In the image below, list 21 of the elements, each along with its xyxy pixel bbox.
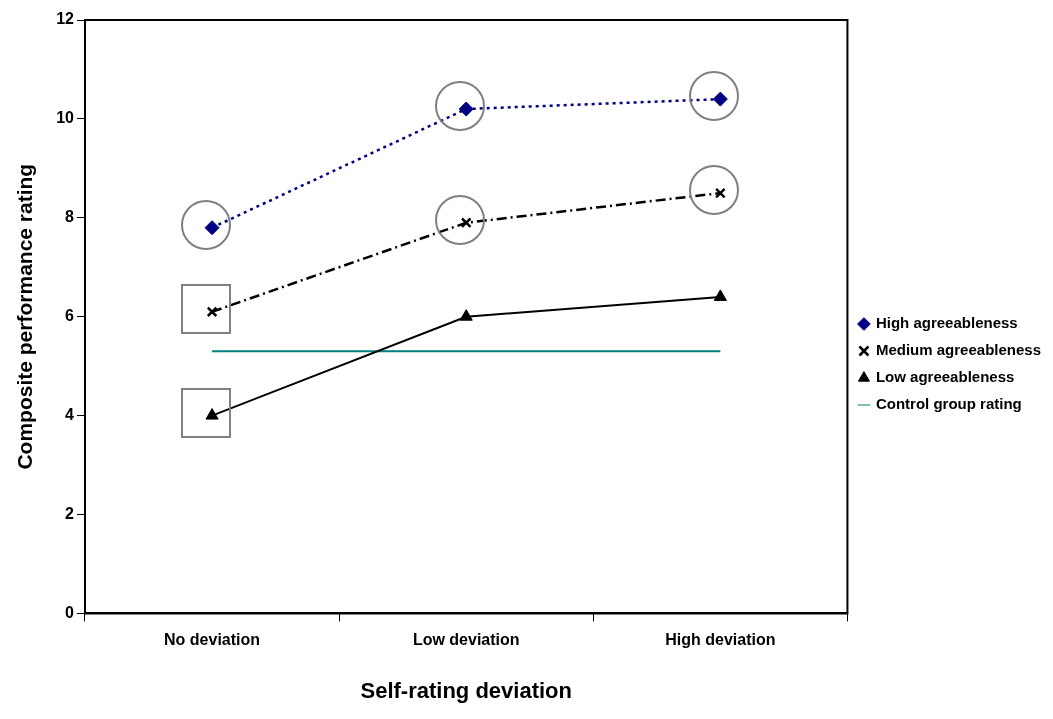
x-tick-label: Low deviation (412, 631, 520, 649)
point (713, 289, 727, 301)
x-tick-label: No deviation (164, 631, 261, 649)
point (460, 217, 472, 229)
point (714, 187, 726, 199)
y-axis-title: Composite performance rating (13, 163, 37, 470)
y-tick-label: 10 (56, 109, 75, 127)
point (206, 306, 218, 318)
y-tick-label: 4 (65, 406, 75, 424)
y-tick-label: 8 (65, 208, 75, 226)
y-tick-label: 12 (56, 10, 75, 28)
x-tick-label: High deviation (665, 631, 776, 649)
legend-label: Medium agreeableness (875, 341, 1042, 359)
y-tick-label: 6 (65, 307, 75, 325)
x-axis-title: Self-rating deviation (360, 677, 572, 703)
point (459, 309, 473, 321)
legend-label: Control group rating (875, 395, 1022, 413)
y-tick-label: 2 (65, 504, 75, 522)
legend-label: High agreeableness (875, 314, 1018, 332)
y-tick-label: 0 (65, 603, 75, 621)
legend-label: Low agreeableness (875, 368, 1015, 386)
